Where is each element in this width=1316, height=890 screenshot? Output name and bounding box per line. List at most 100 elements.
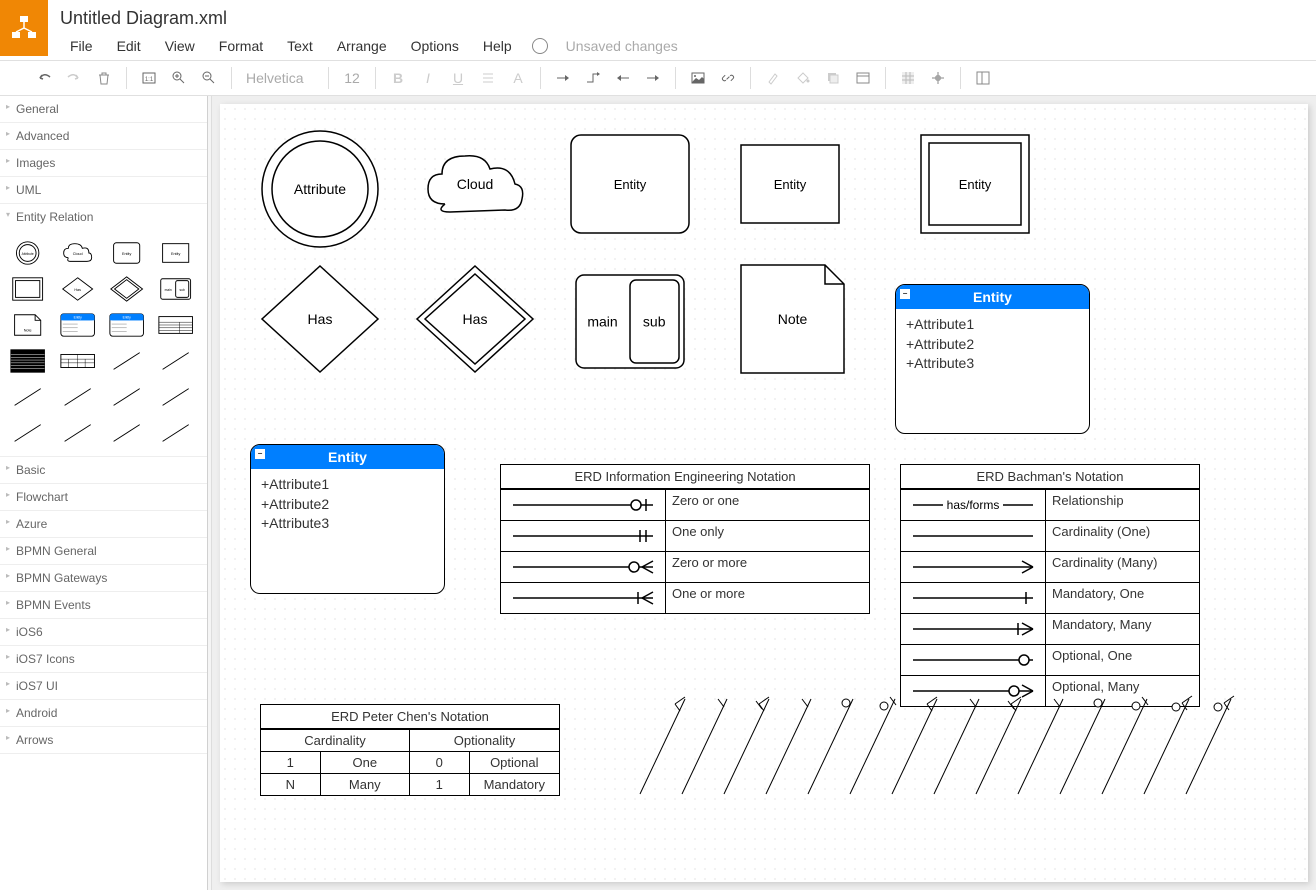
canvas-shape-cloud[interactable]: Cloud: [420, 144, 530, 224]
insert-link-button[interactable]: [714, 64, 742, 92]
svg-text:Has: Has: [74, 288, 81, 292]
canvas-entity-box[interactable]: −Entity+Attribute1+Attribute2+Attribute3: [250, 444, 445, 594]
svg-text:Entity: Entity: [774, 177, 807, 192]
palette-general[interactable]: General: [0, 96, 207, 122]
svg-text:Has: Has: [463, 311, 488, 327]
palette-ios6[interactable]: iOS6: [0, 619, 207, 645]
connection-button[interactable]: [549, 64, 577, 92]
canvas-shape-doublerect[interactable]: Entity: [920, 134, 1030, 234]
shape-entity-roundrect[interactable]: Entity: [107, 238, 147, 268]
palette-advanced[interactable]: Advanced: [0, 123, 207, 149]
palette-bpmn-general[interactable]: BPMN General: [0, 538, 207, 564]
canvas-shape-roundrect[interactable]: Entity: [570, 134, 690, 234]
shape-note[interactable]: Note: [8, 310, 48, 340]
font-size-select[interactable]: 12: [337, 70, 367, 86]
canvas-area[interactable]: Attribute Cloud Entity Entity Entity Has Has ma…: [212, 96, 1316, 890]
canvas-shape-note[interactable]: Note: [740, 264, 845, 374]
shape-line-4[interactable]: [57, 382, 97, 412]
menu-help[interactable]: Help: [473, 34, 522, 58]
grid-button[interactable]: [894, 64, 922, 92]
undo-button[interactable]: [30, 64, 58, 92]
shadow-button[interactable]: [819, 64, 847, 92]
shape-mainsub[interactable]: mainsub: [156, 274, 196, 304]
shape-line-8[interactable]: [57, 418, 97, 448]
shape-line-6[interactable]: [156, 382, 196, 412]
palette-bpmn-gateways[interactable]: BPMN Gateways: [0, 565, 207, 591]
shape-has-diamond[interactable]: Has: [57, 274, 97, 304]
palette-android[interactable]: Android: [0, 700, 207, 726]
canvas-bachman-notation-table[interactable]: ERD Bachman's Notationhas/formsRelations…: [900, 464, 1200, 707]
canvas-shape-diamond[interactable]: Has: [260, 264, 380, 374]
palette-ios7-icons[interactable]: iOS7 Icons: [0, 646, 207, 672]
canvas-shape-rect[interactable]: Entity: [740, 144, 840, 224]
shape-line-1[interactable]: [107, 346, 147, 376]
waypoint-button[interactable]: [579, 64, 607, 92]
actual-size-button[interactable]: 1:1: [135, 64, 163, 92]
font-color-button[interactable]: A: [504, 64, 532, 92]
palette-bpmn-events[interactable]: BPMN Events: [0, 592, 207, 618]
svg-text:Entity: Entity: [171, 252, 180, 256]
canvas-entity-box[interactable]: −Entity+Attribute1+Attribute2+Attribute3: [895, 284, 1090, 434]
menu-arrange[interactable]: Arrange: [327, 34, 397, 58]
canvas-shape-attribute-doublecircle[interactable]: Attribute: [260, 129, 380, 249]
canvas-shape-mainsub[interactable]: mainsub: [575, 274, 685, 369]
outline-button[interactable]: [969, 64, 997, 92]
bold-button[interactable]: B: [384, 64, 412, 92]
menu-file[interactable]: File: [60, 34, 103, 58]
shape-chen-notation[interactable]: [57, 346, 97, 376]
shape-entity-table-blue[interactable]: Entity: [57, 310, 97, 340]
palette-azure[interactable]: Azure: [0, 511, 207, 537]
align-button[interactable]: [474, 64, 502, 92]
line-color-button[interactable]: [759, 64, 787, 92]
shape-line-5[interactable]: [107, 382, 147, 412]
language-icon[interactable]: [532, 38, 548, 54]
shape-sidebar: GeneralAdvancedImagesUML Entity Relation…: [0, 96, 208, 890]
shape-line-9[interactable]: [107, 418, 147, 448]
shape-line-7[interactable]: [8, 418, 48, 448]
app-logo[interactable]: [0, 0, 48, 56]
menu-edit[interactable]: Edit: [107, 34, 151, 58]
menu-text[interactable]: Text: [277, 34, 323, 58]
palette-basic[interactable]: Basic: [0, 457, 207, 483]
svg-text:has/forms: has/forms: [947, 498, 1000, 512]
edit-style-button[interactable]: [849, 64, 877, 92]
insert-image-button[interactable]: [684, 64, 712, 92]
shape-cloud[interactable]: Cloud: [57, 238, 97, 268]
shape-line-2[interactable]: [156, 346, 196, 376]
zoom-in-button[interactable]: [165, 64, 193, 92]
svg-text:Attribute: Attribute: [22, 252, 34, 256]
shape-entity-table-blue2[interactable]: Entity: [107, 310, 147, 340]
shape-entity-doublerect[interactable]: [8, 274, 48, 304]
shape-has-double-diamond[interactable]: [107, 274, 147, 304]
palette-entity-relation[interactable]: Entity Relation: [0, 204, 207, 230]
zoom-out-button[interactable]: [195, 64, 223, 92]
palette-images[interactable]: Images: [0, 150, 207, 176]
fill-color-button[interactable]: [789, 64, 817, 92]
italic-button[interactable]: I: [414, 64, 442, 92]
shape-attribute[interactable]: Attribute: [8, 238, 48, 268]
canvas-shape-double-diamond[interactable]: Has: [415, 264, 535, 374]
shape-line-3[interactable]: [8, 382, 48, 412]
svg-text:main: main: [165, 288, 172, 292]
canvas-chen-notation-table[interactable]: ERD Peter Chen's NotationCardinalityOpti…: [260, 704, 560, 796]
line-end-button[interactable]: [639, 64, 667, 92]
shape-ie-notation[interactable]: [156, 310, 196, 340]
palette-flowchart[interactable]: Flowchart: [0, 484, 207, 510]
shape-entity-rect[interactable]: Entity: [156, 238, 196, 268]
canvas-connector-13[interactable]: [1186, 699, 1241, 802]
guides-button[interactable]: [924, 64, 952, 92]
delete-button[interactable]: [90, 64, 118, 92]
redo-button[interactable]: [60, 64, 88, 92]
line-start-button[interactable]: [609, 64, 637, 92]
shape-line-10[interactable]: [156, 418, 196, 448]
shape-bachman-notation[interactable]: [8, 346, 48, 376]
palette-uml[interactable]: UML: [0, 177, 207, 203]
canvas-ie-notation-table[interactable]: ERD Information Engineering NotationZero…: [500, 464, 870, 614]
menu-view[interactable]: View: [155, 34, 205, 58]
palette-ios7-ui[interactable]: iOS7 UI: [0, 673, 207, 699]
underline-button[interactable]: U: [444, 64, 472, 92]
menu-format[interactable]: Format: [209, 34, 273, 58]
font-family-select[interactable]: Helvetica: [240, 70, 320, 86]
palette-arrows[interactable]: Arrows: [0, 727, 207, 753]
menu-options[interactable]: Options: [401, 34, 469, 58]
